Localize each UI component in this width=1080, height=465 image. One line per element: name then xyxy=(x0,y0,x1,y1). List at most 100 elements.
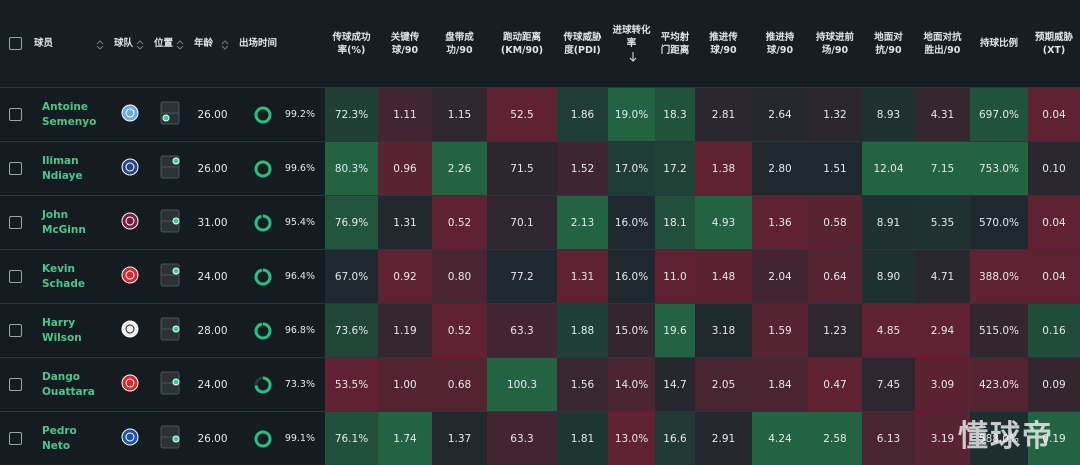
playtime-ring xyxy=(254,268,272,285)
sort-up xyxy=(136,40,144,45)
sort-icon[interactable] xyxy=(96,40,104,50)
playtime-value: 96.8% xyxy=(284,325,315,336)
ring-arc xyxy=(254,214,272,231)
stat-cell: 1.74 xyxy=(378,411,432,465)
stat-cell: 0.52 xyxy=(432,303,487,358)
player-name[interactable]: Dango Ouattara xyxy=(42,370,95,398)
row-checkbox[interactable] xyxy=(8,270,22,283)
column-header[interactable]: 传球威胁度(PDI) xyxy=(557,0,608,88)
team-badge xyxy=(121,428,139,446)
row-select xyxy=(0,249,30,304)
row-checkbox[interactable] xyxy=(8,216,22,229)
column-header[interactable]: 地面对抗胜出/90 xyxy=(915,0,970,88)
playtime-ring xyxy=(254,106,272,123)
column-header-label: 位置 xyxy=(154,38,174,49)
position-icon xyxy=(160,371,180,395)
sort-icon[interactable] xyxy=(221,40,229,50)
column-header[interactable]: 跑动距离(KM/90) xyxy=(487,0,557,88)
column-header[interactable]: 传球成功率(%) xyxy=(325,0,378,88)
select-all-checkbox[interactable] xyxy=(8,37,22,50)
playtime-ring xyxy=(254,430,272,447)
column-header[interactable]: 出场时间 xyxy=(235,0,325,88)
column-header[interactable]: 预期威胁(XT) xyxy=(1028,0,1080,88)
row-checkbox[interactable] xyxy=(8,432,22,445)
playtime: 99.2% xyxy=(235,105,325,125)
player-row: Antoine Semenyo 26.00 99.2% 72.3% 1.11 1.15 52… xyxy=(0,87,1080,142)
position-icon xyxy=(160,263,180,287)
player-cell: Pedro Neto xyxy=(30,411,110,465)
column-header[interactable]: 盘带成功/90 xyxy=(432,0,487,88)
row-checkbox[interactable] xyxy=(8,162,22,175)
column-header[interactable]: 球员 xyxy=(30,0,110,88)
stat-cell: 17.2 xyxy=(655,141,695,196)
playtime-cell: 96.8% xyxy=(235,303,325,358)
column-header-label: 地面对抗胜出/90 xyxy=(923,31,962,56)
column-header[interactable]: 年龄 xyxy=(190,0,235,88)
stat-cell: 2.94 xyxy=(915,303,970,358)
age-cell: 26.00 xyxy=(190,141,235,196)
column-header[interactable]: 地面对抗/90 xyxy=(862,0,915,88)
row-select xyxy=(0,141,30,196)
column-header[interactable]: 推进持球/90 xyxy=(752,0,808,88)
playtime: 96.4% xyxy=(235,267,325,287)
row-checkbox[interactable] xyxy=(8,378,22,391)
team-cell xyxy=(110,411,150,465)
stat-cell: 1.19 xyxy=(378,303,432,358)
stat-cell: 67.0% xyxy=(325,249,378,304)
stat-cell: 18.3 xyxy=(655,87,695,142)
stat-cell: 70.1 xyxy=(487,195,557,250)
row-checkbox[interactable] xyxy=(8,324,22,337)
column-header[interactable]: 球队 xyxy=(110,0,150,88)
player-name[interactable]: Pedro Neto xyxy=(42,424,77,452)
playtime-cell: 99.6% xyxy=(235,141,325,196)
player-row: Kevin Schade 24.00 96.4% 67.0% 0.92 0.80 77.2 1… xyxy=(0,249,1080,304)
stat-cell: 19.6 xyxy=(655,303,695,358)
playtime-cell: 99.1% xyxy=(235,411,325,465)
column-header[interactable]: 关键传球/90 xyxy=(378,0,432,88)
column-header-label: 进球转化率 xyxy=(612,25,651,49)
column-header[interactable]: 持球比例 xyxy=(970,0,1028,88)
column-header[interactable]: 持球进前场/90 xyxy=(808,0,862,88)
sort-down xyxy=(136,45,144,50)
stat-cell: 76.1% xyxy=(325,411,378,465)
stat-cell: 2.80 xyxy=(752,141,808,196)
player-name[interactable]: Antoine Semenyo xyxy=(42,100,97,128)
playtime: 73.3% xyxy=(235,375,325,395)
ring-arc xyxy=(254,268,272,285)
playtime-ring xyxy=(254,214,272,231)
column-header[interactable]: 位置 xyxy=(150,0,190,88)
stat-cell: 2.26 xyxy=(432,141,487,196)
column-header[interactable]: 平均射门距离 xyxy=(655,0,695,88)
stat-cell: 19.0% xyxy=(608,87,655,142)
column-header[interactable]: 进球转化率 xyxy=(608,0,655,88)
sort-icon[interactable] xyxy=(136,40,144,50)
stat-cell: 52.5 xyxy=(487,87,557,142)
player-name[interactable]: Kevin Schade xyxy=(42,262,85,290)
player-name[interactable]: Iliman Ndiaye xyxy=(42,154,83,182)
sort-desc-icon[interactable] xyxy=(629,51,637,62)
stat-cell: 1.36 xyxy=(752,195,808,250)
team-badge xyxy=(121,320,139,338)
badge-shape xyxy=(121,266,139,284)
stat-cell: 1.84 xyxy=(752,357,808,412)
playtime-cell: 96.4% xyxy=(235,249,325,304)
stat-cell: 76.9% xyxy=(325,195,378,250)
stat-cell: 63.3 xyxy=(487,411,557,465)
row-checkbox[interactable] xyxy=(8,108,22,121)
player-row: Iliman Ndiaye 26.00 99.6% 80.3% 0.96 2.26 71.5… xyxy=(0,141,1080,196)
stat-cell: 2.13 xyxy=(557,195,608,250)
column-header-label: 持球比例 xyxy=(979,38,1018,49)
player-row: Dango Ouattara 24.00 73.3% 53.5% 1.00 0.68 100… xyxy=(0,357,1080,412)
sort-icon[interactable] xyxy=(176,40,184,50)
player-name[interactable]: John McGinn xyxy=(42,208,86,236)
stat-cell: 4.93 xyxy=(695,195,752,250)
player-name[interactable]: Harry Wilson xyxy=(42,316,82,344)
stat-cell: 1.37 xyxy=(432,411,487,465)
playtime: 99.1% xyxy=(235,429,325,449)
ring-arc xyxy=(254,322,272,339)
column-header[interactable]: 推进传球/90 xyxy=(695,0,752,88)
stat-cell: 753.0% xyxy=(970,141,1028,196)
stat-cell: 53.5% xyxy=(325,357,378,412)
